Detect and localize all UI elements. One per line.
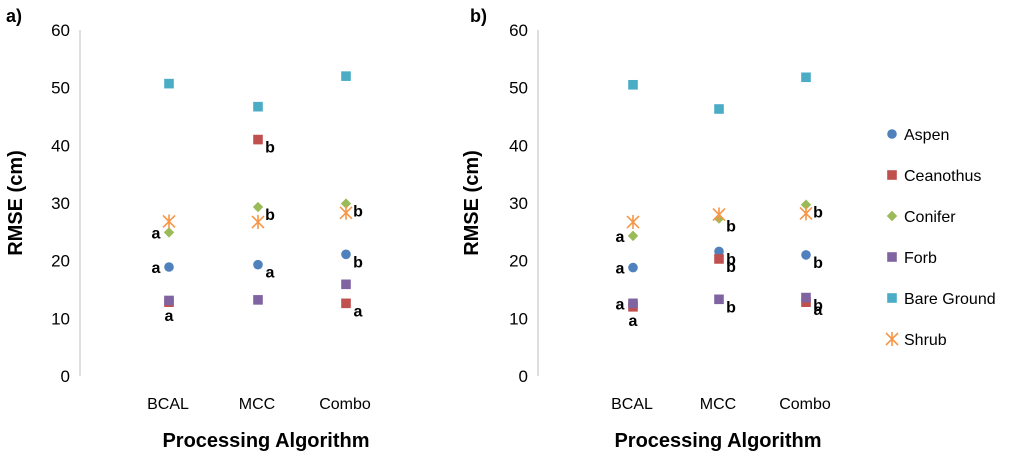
panel-label: b) [470,6,487,26]
data-point-aspen [801,250,811,260]
data-point-conifer [163,227,175,238]
legend-marker-conifer [886,210,898,222]
data-point-aspen [253,259,263,270]
significance-letter: b [726,251,736,268]
data-point-conifer [252,201,264,213]
y-tick-label: 50 [51,79,70,98]
y-tick-label: 40 [509,136,528,155]
significance-letter: b [726,259,736,276]
significance-letter: a [354,303,363,320]
y-tick-label: 0 [519,367,528,386]
data-point-forb [253,295,263,305]
legend-marker-ceanothus [887,170,897,180]
significance-letter: b [265,140,275,157]
significance-letter: a [616,261,625,278]
data-point-forb [628,298,638,309]
x-category-label: BCAL [611,396,653,413]
panel-label: a) [6,6,22,26]
significance-letter: b [813,255,823,272]
data-point-bare-ground [801,72,811,83]
data-point-shrub [712,207,726,222]
data-point-aspen [341,249,351,260]
data-point-shrub [251,215,265,230]
significance-letter: a [152,225,161,242]
data-point-shrub [626,215,640,230]
y-axis-title: RMSE (cm) [461,150,483,256]
data-point-ceanothus [714,254,724,264]
data-point-forb [164,295,174,306]
data-point-aspen [164,262,174,272]
legend-label: Forb [904,250,937,267]
data-point-conifer [627,230,639,242]
legend: Aspen Ceanothus Conifer Forb Bare Ground Shru… [885,127,996,349]
data-point-aspen [628,262,638,273]
x-category-label: MCC [700,396,736,413]
x-category-label: BCAL [147,396,189,413]
y-tick-label: 0 [61,367,70,386]
data-point-ceanothus [253,134,263,145]
data-point-shrub [799,206,813,221]
significance-letter: b [726,219,736,236]
significance-letter: a [616,229,625,246]
significance-letter: a [152,260,161,277]
panel-b: b) 0 10 20 30 40 50 60 BCAL MCC Combo Processing Al… [461,6,831,452]
significance-letter: a [629,313,638,330]
y-tick-label: 20 [51,252,70,271]
y-tick-label: 50 [509,79,528,98]
significance-letter: a [266,265,275,282]
legend-label: Aspen [904,127,949,144]
y-tick-label: 60 [509,21,528,40]
legend-marker-shrub [885,332,899,346]
data-point-forb [341,279,351,290]
data-point-forb [714,294,724,305]
panel-a: a) 0 10 20 30 40 50 60 BCAL MCC Combo Processing Al… [5,6,371,452]
y-tick-label: 30 [51,194,70,213]
x-axis-title: Processing Algorithm [162,430,369,452]
y-tick-label: 10 [51,309,70,328]
significance-letter: b [726,299,736,316]
y-tick-label: 60 [51,21,70,40]
data-point-ceanothus [341,298,351,309]
y-tick-label: 40 [51,136,70,155]
x-category-label: Combo [779,396,831,413]
significance-letter: a [616,296,625,313]
significance-letter: a [814,302,823,319]
data-point-bare-ground [714,104,724,114]
legend-label: Shrub [904,332,947,349]
y-tick-label: 20 [509,252,528,271]
data-point-aspen [714,246,724,257]
data-point-forb [801,292,811,303]
data-point-bare-ground [341,71,351,81]
x-category-label: Combo [319,396,371,413]
data-point-shrub [339,205,353,220]
y-tick-label: 30 [509,194,528,213]
data-point-bare-ground [164,78,174,89]
data-point-bare-ground [628,79,638,90]
legend-marker-bare-ground [887,293,897,303]
legend-marker-aspen [887,129,897,139]
x-category-label: MCC [239,396,275,413]
data-point-shrub [162,214,176,229]
significance-letter: a [165,308,174,325]
data-point-conifer [340,198,352,209]
legend-label: Conifer [904,209,956,226]
x-axis-title: Processing Algorithm [614,430,821,452]
significance-letter: b [813,298,823,315]
legend-label: Bare Ground [904,291,996,308]
data-point-conifer [800,199,812,210]
significance-letter: b [813,205,823,222]
significance-letter: b [265,207,275,224]
significance-letter: b [353,254,363,271]
data-point-bare-ground [253,101,263,112]
y-tick-label: 10 [509,309,528,328]
legend-marker-forb [887,252,897,262]
y-axis-title: RMSE (cm) [5,150,27,256]
significance-letter: b [353,204,363,221]
legend-label: Ceanothus [904,168,981,185]
